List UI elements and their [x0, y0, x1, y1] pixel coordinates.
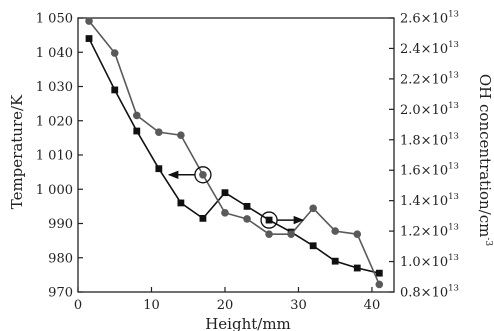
right-tick-mantissa: 2.6×10 [400, 12, 448, 27]
left-tick-label: 1 030 [36, 80, 73, 95]
x-axis-title: Height/mm [205, 315, 291, 331]
plot-frame [77, 17, 395, 293]
left-tick-label: 1 040 [36, 46, 73, 61]
x-tick-label: 30 [290, 298, 307, 313]
left-tick-label: 970 [48, 286, 73, 301]
right-tick-mantissa: 1.8×10 [400, 133, 448, 148]
left-tick-label: 1 050 [36, 12, 73, 27]
x-tick-label: 20 [217, 298, 234, 313]
oh-point [243, 215, 251, 223]
temperature-point [265, 216, 273, 224]
oh-point [287, 230, 295, 238]
left-tick-label: 980 [48, 251, 73, 266]
left-axis-title: Temperature/K [8, 94, 26, 209]
temperature-point [133, 127, 141, 135]
right-tick-mantissa: 2.2×10 [400, 72, 448, 87]
temperature-point [85, 35, 93, 42]
oh-point [110, 49, 119, 57]
right-tick-mantissa: 1.0×10 [400, 255, 448, 270]
temperature-point [309, 242, 317, 250]
right-tick-mantissa: 2.4×10 [400, 42, 448, 57]
x-tick-label: 10 [143, 298, 160, 313]
right-tick-label: 1.0×1013 [400, 253, 459, 270]
x-axis-ticks: 0 10 20 30 40 [74, 287, 380, 313]
oh-point [375, 280, 384, 289]
right-tick-exponent: 13 [448, 131, 459, 141]
left-tick-label: 990 [48, 217, 73, 232]
right-tick-label: 1.4×1013 [400, 192, 459, 209]
right-axis-title-exponent: -3 [483, 237, 493, 246]
left-tick-label: 1 010 [36, 149, 73, 164]
temperature-point [221, 189, 229, 197]
right-tick-label: 2.2×1013 [400, 70, 459, 87]
oh-point [199, 170, 207, 179]
right-tick-label: 1.8×1013 [400, 131, 459, 148]
right-tick-exponent: 13 [448, 70, 459, 80]
temperature-point [375, 269, 383, 277]
oh-point [265, 230, 273, 238]
temperature-point [199, 214, 207, 222]
x-tick-label: 40 [364, 298, 381, 313]
right-tick-mantissa: 1.4×10 [400, 194, 448, 209]
right-tick-label: 2.6×1013 [400, 10, 459, 27]
oh-point [177, 131, 185, 140]
left-axis-ticks: 970 980 990 1 000 1 010 1 020 1 030 1 040 1 050 [36, 12, 83, 301]
oh-point [132, 111, 141, 120]
series-layer [85, 17, 384, 289]
annotations [167, 166, 305, 229]
left-tick-label: 1 020 [36, 114, 73, 129]
right-tick-exponent: 13 [448, 40, 459, 50]
right-tick-label: 2.4×1013 [400, 40, 459, 57]
right-tick-exponent: 13 [448, 10, 459, 20]
temperature-point [331, 257, 339, 265]
x-tick-label: 0 [74, 298, 82, 313]
right-tick-exponent: 13 [448, 284, 459, 294]
right-tick-mantissa: 1.6×10 [400, 164, 448, 179]
right-tick-mantissa: 1.2×10 [400, 225, 448, 240]
oh-point [221, 209, 229, 217]
right-tick-label: 2.0×1013 [400, 101, 459, 118]
right-axis-ticks: 0.8×10131.0×10131.2×10131.4×10131.6×1013… [389, 10, 459, 301]
right-tick-label: 1.2×1013 [400, 223, 459, 240]
oh-point [309, 204, 317, 213]
right-tick-label: 1.6×1013 [400, 162, 459, 179]
temperature-point [111, 86, 119, 94]
right-tick-label: 0.8×1013 [400, 284, 459, 301]
oh-point [85, 17, 93, 25]
right-axis-title: OH concentration/cm-3 [476, 74, 494, 247]
plot-area [77, 17, 395, 293]
right-axis-title-main: OH concentration/cm [476, 74, 494, 238]
temperature-point [177, 199, 185, 207]
temperature-series-line [88, 38, 380, 274]
oh-series-line [88, 20, 381, 285]
right-tick-exponent: 13 [448, 223, 459, 233]
oh-point [155, 128, 163, 136]
temperature-point [353, 264, 361, 272]
right-tick-exponent: 13 [448, 101, 459, 111]
temperature-point [155, 165, 163, 173]
temperature-point [243, 202, 251, 210]
right-tick-mantissa: 2.0×10 [400, 103, 448, 118]
oh-point [353, 230, 362, 238]
left-tick-label: 1 000 [36, 183, 73, 198]
right-tick-mantissa: 0.8×10 [400, 286, 448, 301]
oh-point [331, 227, 340, 235]
right-tick-exponent: 13 [448, 192, 459, 202]
right-tick-exponent: 13 [448, 162, 459, 172]
right-tick-exponent: 13 [448, 253, 459, 263]
